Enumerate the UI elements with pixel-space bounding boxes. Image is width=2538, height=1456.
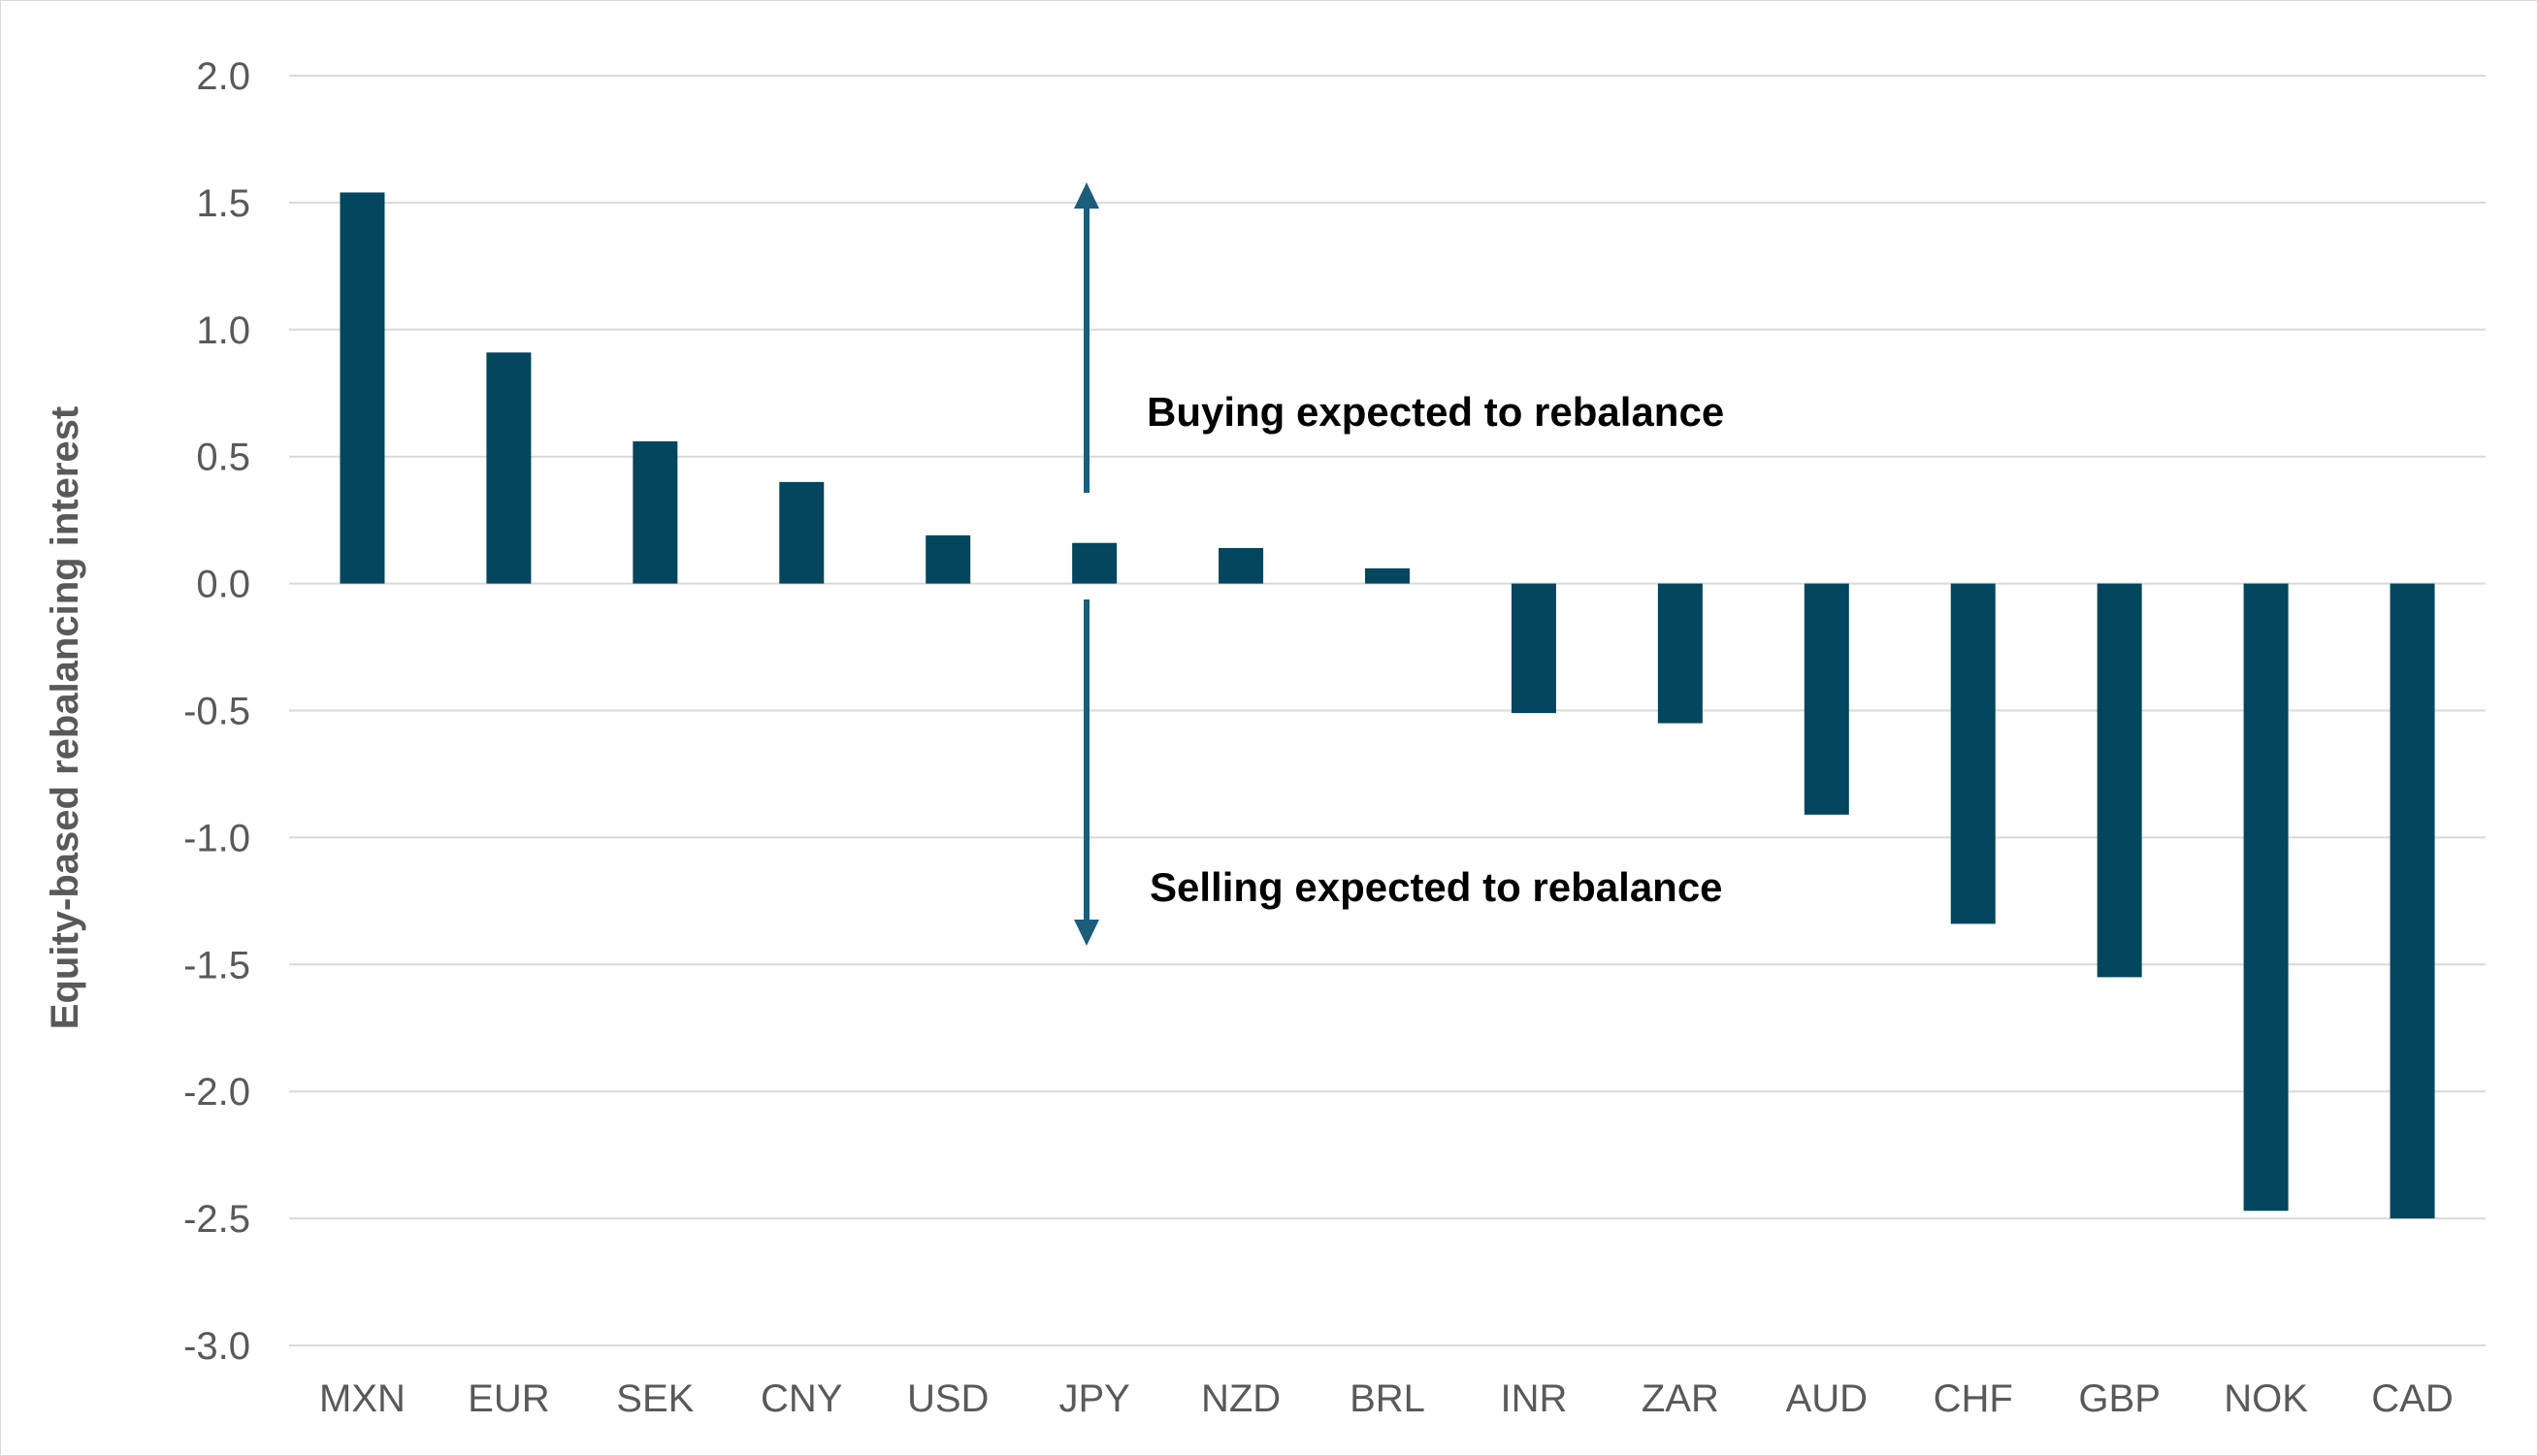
x-tick-label: NZD <box>1201 1377 1281 1420</box>
bar-nok <box>2243 583 2289 1212</box>
annotations: Buying expected to rebalance Selling exp… <box>1074 182 1724 946</box>
bar-eur <box>486 352 532 584</box>
gridlines <box>289 75 2486 1346</box>
buying-annotation: Buying expected to rebalance <box>1147 389 1724 435</box>
down-arrow-icon <box>1074 920 1099 946</box>
x-tick-labels: MXN EUR SEK CNY USD JPY NZD BRL INR ZAR AUD CHF GBP N… <box>319 1377 2454 1420</box>
y-tick-label: -1.0 <box>183 817 250 859</box>
x-tick-label: EUR <box>468 1377 549 1420</box>
bar-cad <box>2390 583 2435 1219</box>
y-tick-label: 2.0 <box>196 55 250 98</box>
bar-nzd <box>1219 547 1264 584</box>
y-tick-labels: 2.0 1.5 1.0 0.5 0.0 -0.5 -1.0 -1.5 -2.0 -2.5 -3.0 <box>183 55 250 1368</box>
x-tick-label: BRL <box>1350 1377 1425 1420</box>
x-tick-label: AUD <box>1786 1377 1868 1420</box>
y-tick-label: 0.5 <box>196 437 250 479</box>
y-tick-label: -2.0 <box>183 1071 250 1114</box>
x-tick-label: CNY <box>761 1377 842 1420</box>
up-arrow-icon <box>1074 182 1099 209</box>
x-tick-label: GBP <box>2078 1377 2160 1420</box>
y-tick-label: -2.5 <box>183 1198 250 1241</box>
y-tick-label: -0.5 <box>183 691 250 733</box>
bar-aud <box>1804 583 1849 815</box>
bar-jpy <box>1072 542 1118 584</box>
bars <box>340 192 2435 1219</box>
bar-sek <box>633 440 678 584</box>
x-tick-label: SEK <box>616 1377 694 1420</box>
y-tick-label: 0.0 <box>196 564 250 606</box>
bar-cny <box>779 481 825 584</box>
x-tick-label: INR <box>1500 1377 1567 1420</box>
bar-inr <box>1511 583 1556 714</box>
y-tick-label: -1.5 <box>183 944 250 987</box>
x-tick-label: USD <box>907 1377 989 1420</box>
selling-annotation: Selling expected to rebalance <box>1150 864 1723 910</box>
bar-usd <box>926 534 971 584</box>
y-axis-title: Equity-based rebalancing interest <box>44 406 86 1029</box>
bar-gbp <box>2097 583 2142 978</box>
bar-chf <box>1950 583 1996 924</box>
y-tick-label: 1.5 <box>196 182 250 225</box>
x-tick-label: JPY <box>1058 1377 1129 1420</box>
x-tick-label: CAD <box>2371 1377 2453 1420</box>
y-tick-label: 1.0 <box>196 309 250 352</box>
x-tick-label: CHF <box>1934 1377 2013 1420</box>
x-tick-label: MXN <box>319 1377 406 1420</box>
bar-mxn <box>340 192 385 584</box>
x-tick-label: ZAR <box>1642 1377 1719 1420</box>
x-tick-label: NOK <box>2224 1377 2308 1420</box>
bar-zar <box>1657 583 1703 724</box>
y-tick-label: -3.0 <box>183 1325 250 1368</box>
bar-brl <box>1365 567 1410 584</box>
